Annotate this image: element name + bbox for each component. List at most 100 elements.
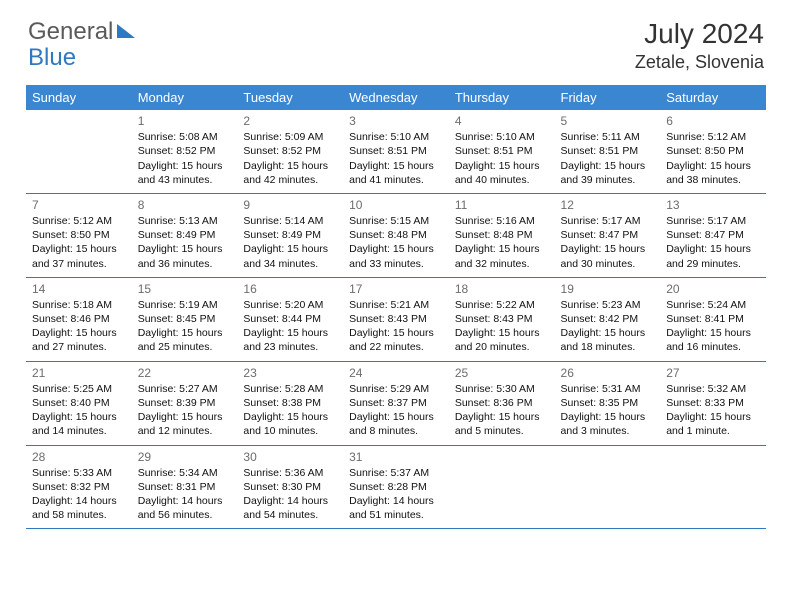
sunset-line: Sunset: 8:51 PM xyxy=(455,144,549,158)
sunset-line: Sunset: 8:33 PM xyxy=(666,396,760,410)
calendar-cell: 31Sunrise: 5:37 AMSunset: 8:28 PMDayligh… xyxy=(343,445,449,529)
daylight-line: Daylight: 15 hours and 33 minutes. xyxy=(349,242,443,270)
daylight-line: Daylight: 15 hours and 38 minutes. xyxy=(666,159,760,187)
day-number: 13 xyxy=(666,197,760,213)
calendar-cell: 16Sunrise: 5:20 AMSunset: 8:44 PMDayligh… xyxy=(237,277,343,361)
day-header: Monday xyxy=(132,85,238,110)
calendar-cell: 25Sunrise: 5:30 AMSunset: 8:36 PMDayligh… xyxy=(449,361,555,445)
calendar-cell xyxy=(26,110,132,193)
sunset-line: Sunset: 8:41 PM xyxy=(666,312,760,326)
sunrise-line: Sunrise: 5:31 AM xyxy=(561,382,655,396)
daylight-line: Daylight: 14 hours and 56 minutes. xyxy=(138,494,232,522)
day-number: 22 xyxy=(138,365,232,381)
calendar-cell: 29Sunrise: 5:34 AMSunset: 8:31 PMDayligh… xyxy=(132,445,238,529)
page-header: General July 2024 Zetale, Slovenia xyxy=(0,0,792,81)
sunrise-line: Sunrise: 5:15 AM xyxy=(349,214,443,228)
sunrise-line: Sunrise: 5:24 AM xyxy=(666,298,760,312)
daylight-line: Daylight: 15 hours and 14 minutes. xyxy=(32,410,126,438)
sunrise-line: Sunrise: 5:36 AM xyxy=(243,466,337,480)
sunset-line: Sunset: 8:47 PM xyxy=(666,228,760,242)
sunset-line: Sunset: 8:31 PM xyxy=(138,480,232,494)
calendar-cell: 18Sunrise: 5:22 AMSunset: 8:43 PMDayligh… xyxy=(449,277,555,361)
calendar-row: 14Sunrise: 5:18 AMSunset: 8:46 PMDayligh… xyxy=(26,277,766,361)
daylight-line: Daylight: 14 hours and 58 minutes. xyxy=(32,494,126,522)
calendar-cell: 1Sunrise: 5:08 AMSunset: 8:52 PMDaylight… xyxy=(132,110,238,193)
day-number: 2 xyxy=(243,113,337,129)
sunrise-line: Sunrise: 5:27 AM xyxy=(138,382,232,396)
sunrise-line: Sunrise: 5:10 AM xyxy=(455,130,549,144)
brand-general: General xyxy=(28,18,113,46)
sunset-line: Sunset: 8:43 PM xyxy=(455,312,549,326)
calendar-cell: 11Sunrise: 5:16 AMSunset: 8:48 PMDayligh… xyxy=(449,193,555,277)
day-header-row: SundayMondayTuesdayWednesdayThursdayFrid… xyxy=(26,85,766,110)
sunrise-line: Sunrise: 5:18 AM xyxy=(32,298,126,312)
day-number: 20 xyxy=(666,281,760,297)
sunset-line: Sunset: 8:48 PM xyxy=(455,228,549,242)
daylight-line: Daylight: 14 hours and 54 minutes. xyxy=(243,494,337,522)
day-header: Thursday xyxy=(449,85,555,110)
sunrise-line: Sunrise: 5:09 AM xyxy=(243,130,337,144)
daylight-line: Daylight: 15 hours and 42 minutes. xyxy=(243,159,337,187)
daylight-line: Daylight: 15 hours and 18 minutes. xyxy=(561,326,655,354)
sunset-line: Sunset: 8:43 PM xyxy=(349,312,443,326)
daylight-line: Daylight: 15 hours and 1 minute. xyxy=(666,410,760,438)
sunset-line: Sunset: 8:49 PM xyxy=(138,228,232,242)
daylight-line: Daylight: 15 hours and 37 minutes. xyxy=(32,242,126,270)
sunset-line: Sunset: 8:52 PM xyxy=(243,144,337,158)
daylight-line: Daylight: 15 hours and 43 minutes. xyxy=(138,159,232,187)
day-number: 1 xyxy=(138,113,232,129)
day-number: 9 xyxy=(243,197,337,213)
calendar-cell: 23Sunrise: 5:28 AMSunset: 8:38 PMDayligh… xyxy=(237,361,343,445)
daylight-line: Daylight: 15 hours and 12 minutes. xyxy=(138,410,232,438)
day-header: Saturday xyxy=(660,85,766,110)
day-number: 25 xyxy=(455,365,549,381)
brand-logo: General xyxy=(28,18,137,46)
sunset-line: Sunset: 8:35 PM xyxy=(561,396,655,410)
calendar-cell: 3Sunrise: 5:10 AMSunset: 8:51 PMDaylight… xyxy=(343,110,449,193)
sunrise-line: Sunrise: 5:22 AM xyxy=(455,298,549,312)
calendar-cell: 13Sunrise: 5:17 AMSunset: 8:47 PMDayligh… xyxy=(660,193,766,277)
calendar-cell: 27Sunrise: 5:32 AMSunset: 8:33 PMDayligh… xyxy=(660,361,766,445)
sunrise-line: Sunrise: 5:29 AM xyxy=(349,382,443,396)
day-number: 15 xyxy=(138,281,232,297)
daylight-line: Daylight: 15 hours and 20 minutes. xyxy=(455,326,549,354)
calendar-cell: 4Sunrise: 5:10 AMSunset: 8:51 PMDaylight… xyxy=(449,110,555,193)
calendar-cell: 30Sunrise: 5:36 AMSunset: 8:30 PMDayligh… xyxy=(237,445,343,529)
sunset-line: Sunset: 8:51 PM xyxy=(349,144,443,158)
calendar-body: 1Sunrise: 5:08 AMSunset: 8:52 PMDaylight… xyxy=(26,110,766,529)
daylight-line: Daylight: 14 hours and 51 minutes. xyxy=(349,494,443,522)
calendar-cell: 10Sunrise: 5:15 AMSunset: 8:48 PMDayligh… xyxy=(343,193,449,277)
daylight-line: Daylight: 15 hours and 41 minutes. xyxy=(349,159,443,187)
sunrise-line: Sunrise: 5:17 AM xyxy=(561,214,655,228)
sunrise-line: Sunrise: 5:10 AM xyxy=(349,130,443,144)
daylight-line: Daylight: 15 hours and 22 minutes. xyxy=(349,326,443,354)
sunset-line: Sunset: 8:39 PM xyxy=(138,396,232,410)
calendar-cell: 5Sunrise: 5:11 AMSunset: 8:51 PMDaylight… xyxy=(555,110,661,193)
daylight-line: Daylight: 15 hours and 36 minutes. xyxy=(138,242,232,270)
sunset-line: Sunset: 8:50 PM xyxy=(32,228,126,242)
calendar-cell: 9Sunrise: 5:14 AMSunset: 8:49 PMDaylight… xyxy=(237,193,343,277)
sunset-line: Sunset: 8:52 PM xyxy=(138,144,232,158)
calendar-table: SundayMondayTuesdayWednesdayThursdayFrid… xyxy=(26,85,766,529)
day-number: 17 xyxy=(349,281,443,297)
day-number: 28 xyxy=(32,449,126,465)
calendar-cell: 12Sunrise: 5:17 AMSunset: 8:47 PMDayligh… xyxy=(555,193,661,277)
daylight-line: Daylight: 15 hours and 23 minutes. xyxy=(243,326,337,354)
sunrise-line: Sunrise: 5:17 AM xyxy=(666,214,760,228)
calendar-cell: 20Sunrise: 5:24 AMSunset: 8:41 PMDayligh… xyxy=(660,277,766,361)
calendar-cell xyxy=(660,445,766,529)
daylight-line: Daylight: 15 hours and 34 minutes. xyxy=(243,242,337,270)
title-block: July 2024 Zetale, Slovenia xyxy=(635,18,764,73)
sunset-line: Sunset: 8:49 PM xyxy=(243,228,337,242)
calendar-row: 21Sunrise: 5:25 AMSunset: 8:40 PMDayligh… xyxy=(26,361,766,445)
calendar-cell: 7Sunrise: 5:12 AMSunset: 8:50 PMDaylight… xyxy=(26,193,132,277)
day-number: 19 xyxy=(561,281,655,297)
day-number: 21 xyxy=(32,365,126,381)
sunset-line: Sunset: 8:45 PM xyxy=(138,312,232,326)
day-header: Wednesday xyxy=(343,85,449,110)
calendar-cell: 19Sunrise: 5:23 AMSunset: 8:42 PMDayligh… xyxy=(555,277,661,361)
sunrise-line: Sunrise: 5:13 AM xyxy=(138,214,232,228)
sunset-line: Sunset: 8:37 PM xyxy=(349,396,443,410)
day-number: 5 xyxy=(561,113,655,129)
calendar-cell: 24Sunrise: 5:29 AMSunset: 8:37 PMDayligh… xyxy=(343,361,449,445)
